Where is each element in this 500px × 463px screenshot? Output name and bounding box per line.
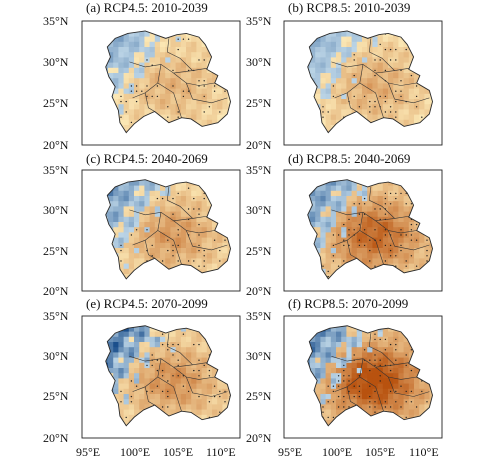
panel-b-title: (b) RCP8.5: 2010-2039 — [288, 0, 410, 15]
lon-axis-right: 95°E 100°E 105°E 110°E — [278, 445, 439, 459]
panel-e-lat-20: 20°N — [43, 431, 69, 445]
panel-d-lat-25: 25°N — [246, 244, 272, 258]
panel-c-lat-20: 20°N — [43, 284, 69, 298]
province-borders — [129, 38, 228, 118]
lon-110-left: 110°E — [206, 445, 236, 459]
region-outline — [307, 30, 433, 134]
panel-d-lat-20: 20°N — [246, 284, 272, 298]
panel-a: (a) RCP4.5: 2010-2039 35°N 30°N 25°N 20°… — [43, 0, 241, 152]
panel-e-lat-30: 30°N — [43, 349, 69, 363]
region-outline — [105, 30, 231, 134]
panel-a-lat-30: 30°N — [43, 55, 69, 69]
panel-f-title: (f) RCP8.5: 2070-2099 — [288, 296, 408, 311]
lon-100-left: 100°E — [120, 445, 150, 459]
panel-c-lat-25: 25°N — [43, 244, 69, 258]
lon-105-left: 105°E — [163, 445, 193, 459]
panel-a-lat-35: 35°N — [43, 14, 69, 28]
panel-b-lat-35: 35°N — [246, 14, 272, 28]
panel-f: (f) RCP8.5: 2070-2099 35°N 30°N 25°N 20°… — [246, 296, 443, 445]
panel-c-lat-30: 30°N — [43, 203, 69, 217]
panel-a-lat-25: 25°N — [43, 96, 69, 110]
panel-e: (e) RCP4.5: 2070-2099 35°N 30°N 25°N 20°… — [43, 296, 241, 445]
panel-c: (c) RCP4.5: 2040-2069 35°N 30°N 25°N 20°… — [43, 151, 241, 298]
panel-e-lat-25: 25°N — [43, 389, 69, 403]
province-borders — [331, 38, 430, 118]
panel-b-lat-30: 30°N — [246, 55, 272, 69]
province-borders — [129, 186, 228, 265]
panel-a-title: (a) RCP4.5: 2010-2039 — [86, 0, 208, 15]
lon-95-left: 95°E — [76, 445, 100, 459]
panel-b: (b) RCP8.5: 2010-2039 35°N 30°N 25°N 20°… — [246, 0, 443, 152]
province-borders — [331, 186, 430, 265]
panel-f-lat-35: 35°N — [246, 309, 272, 323]
panel-d-lat-35: 35°N — [246, 163, 272, 177]
panel-f-lat-30: 30°N — [246, 349, 272, 363]
region-outline — [105, 179, 231, 280]
panel-e-lat-35: 35°N — [43, 309, 69, 323]
province-borders — [331, 333, 430, 412]
lon-110-right: 110°E — [409, 445, 439, 459]
panel-f-lat-25: 25°N — [246, 389, 272, 403]
panel-a-lat-20: 20°N — [43, 138, 69, 152]
panel-d-lat-30: 30°N — [246, 203, 272, 217]
panel-e-title: (e) RCP4.5: 2070-2099 — [86, 296, 208, 311]
panel-b-lat-25: 25°N — [246, 96, 272, 110]
region-outline — [307, 179, 433, 280]
region-outline — [307, 325, 433, 427]
region-outline — [105, 325, 231, 427]
panel-d-title: (d) RCP8.5: 2040-2069 — [288, 151, 410, 166]
province-borders — [129, 333, 228, 412]
panel-c-title: (c) RCP4.5: 2040-2069 — [86, 151, 208, 166]
panel-f-lat-20: 20°N — [246, 431, 272, 445]
panel-c-lat-35: 35°N — [43, 163, 69, 177]
lon-axis-left: 95°E 100°E 105°E 110°E — [76, 445, 236, 459]
panel-d: (d) RCP8.5: 2040-2069 35°N 30°N 25°N 20°… — [246, 151, 443, 298]
panel-b-lat-20: 20°N — [246, 138, 272, 152]
lon-100-right: 100°E — [322, 445, 352, 459]
lon-95-right: 95°E — [278, 445, 302, 459]
lon-105-right: 105°E — [365, 445, 395, 459]
